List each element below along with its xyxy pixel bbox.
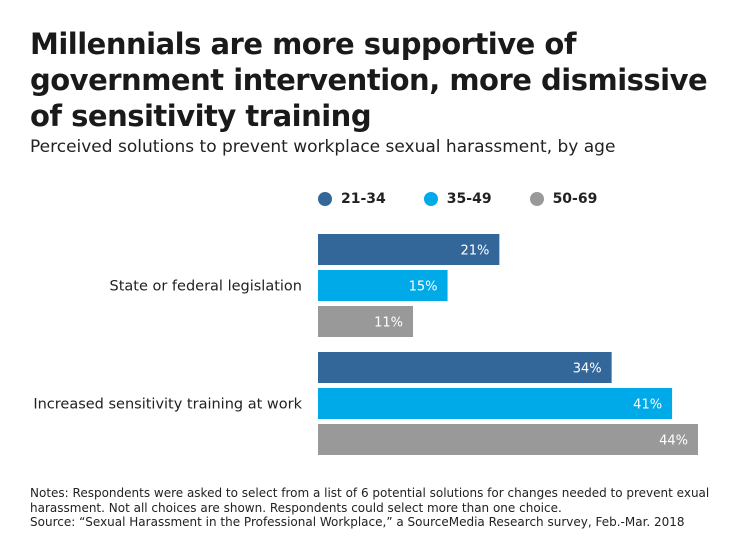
chart-title: Millennials are more supportive of gover… — [30, 27, 708, 133]
bar-35-49 — [318, 388, 673, 419]
category-label: Increased sensitivity training at work — [33, 397, 302, 413]
legend: 21-34 35-49 50-69 — [318, 189, 635, 209]
bar-value-label: 21% — [460, 244, 489, 259]
notes-text: Notes: Respondents were asked to select … — [30, 486, 710, 515]
category-label: State or federal legislation — [110, 279, 303, 295]
bar-21-34 — [318, 234, 500, 265]
bar-50-69 — [318, 424, 698, 455]
bar-value-label: 41% — [633, 398, 662, 413]
legend-label: 35-49 — [446, 191, 492, 207]
legend-item-50-69: 50-69 — [529, 191, 598, 207]
legend-item-21-34: 21-34 — [318, 191, 386, 207]
bar-value-label: 11% — [374, 316, 403, 331]
footnotes: Notes: Respondents were asked to select … — [30, 486, 720, 530]
legend-label: 50-69 — [552, 191, 598, 207]
bar-50-69 — [318, 306, 413, 337]
bar-21-34 — [318, 352, 612, 383]
legend-label: 21-34 — [341, 191, 386, 207]
legend-swatch — [529, 192, 544, 206]
legend-swatch — [423, 192, 438, 206]
chart-subtitle: Perceived solutions to prevent workplace… — [30, 137, 616, 157]
legend-swatch — [318, 192, 332, 206]
legend-item-35-49: 35-49 — [423, 191, 492, 207]
bar-35-49 — [318, 270, 448, 301]
bar-value-label: 15% — [409, 280, 438, 295]
bar-value-label: 44% — [659, 434, 688, 449]
source-text: Source: “Sexual Harassment in the Profes… — [30, 515, 685, 529]
bar-value-label: 34% — [573, 362, 602, 377]
